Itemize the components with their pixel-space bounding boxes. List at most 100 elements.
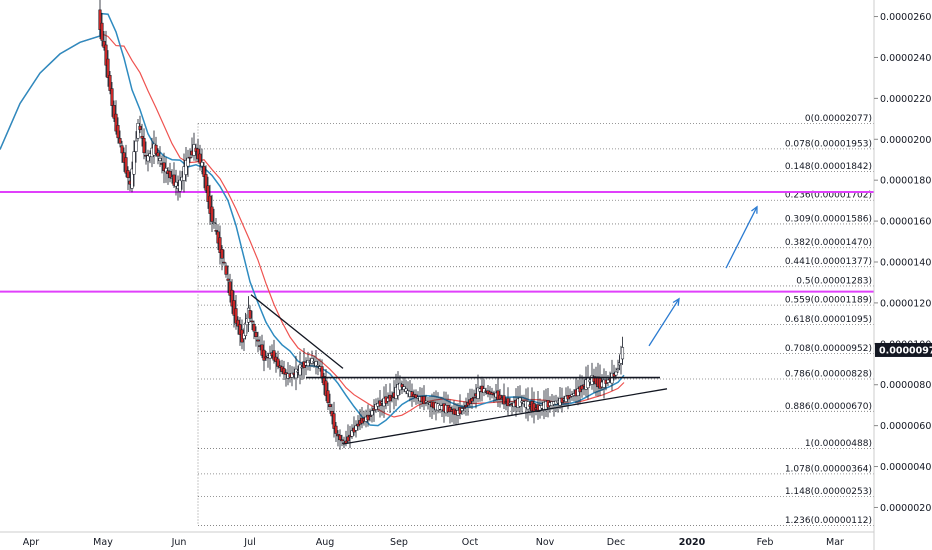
candle-body: [460, 408, 464, 411]
candle-body: [298, 364, 302, 376]
candle-body: [208, 195, 212, 214]
candle-body: [238, 324, 242, 335]
time-tick-label: Mar: [826, 537, 844, 548]
candle-body: [130, 168, 134, 189]
candle-body: [234, 308, 238, 324]
candle-body: [316, 364, 320, 367]
time-tick-label: Feb: [757, 537, 774, 548]
candle-body: [472, 396, 476, 399]
candle-body: [306, 360, 310, 366]
candle-body: [498, 394, 502, 400]
candle-body: [476, 387, 480, 399]
candle-body: [290, 372, 294, 378]
projection-arrow: [725, 206, 758, 269]
price-tick-label: 0.00000400: [880, 462, 932, 473]
candle-body: [140, 135, 144, 139]
candle-body: [108, 75, 112, 91]
candle-body: [254, 332, 258, 337]
candle-body: [424, 400, 428, 403]
candle-body: [276, 358, 280, 367]
candle-body: [326, 390, 330, 404]
candle-body: [366, 414, 370, 421]
candle-body: [340, 439, 344, 442]
price-axis: 0.00002600 0.00002400 0.00002200 0.00002000…: [873, 0, 932, 550]
candle-body: [156, 152, 160, 157]
candle-body: [154, 144, 158, 155]
candle-body: [100, 22, 104, 41]
fast-moving-average: [0, 12, 625, 427]
time-tick-label: Apr: [23, 537, 40, 548]
candle-body: [198, 153, 202, 164]
fib-level-label: 0.786(0.00000828): [785, 370, 872, 380]
price-tick-label: 0.00002400: [880, 53, 932, 64]
candle-body: [222, 261, 226, 264]
fib-level-label: 0.886(0.00000670): [785, 402, 872, 412]
price-tick-label: 0.00001600: [880, 217, 932, 228]
fib-level-label: 0(0.00002077): [805, 114, 872, 124]
fib-level-label: 0.441(0.00001377): [785, 257, 872, 267]
candle-body: [324, 380, 328, 397]
candle-body: [576, 388, 580, 396]
time-tick-label: Dec: [607, 537, 625, 548]
candle-body: [236, 319, 240, 327]
candle-body: [212, 222, 216, 224]
candle-body: [226, 278, 230, 281]
candle-body: [172, 174, 176, 186]
price-tick-label: 0.00000600: [880, 421, 932, 432]
fib-level-label: 0.148(0.00001842): [785, 162, 872, 172]
candle-body: [328, 404, 332, 407]
candle-body: [346, 436, 350, 442]
fib-level-label: 0.5(0.00001283): [796, 276, 872, 286]
candle-body: [168, 170, 172, 179]
candle-body: [422, 396, 426, 405]
candlesticks: [98, 0, 625, 450]
time-tick-label: Sep: [390, 537, 408, 548]
time-tick-label: 2020: [679, 537, 706, 548]
candle-body: [162, 162, 166, 171]
candle-body: [400, 384, 404, 388]
candle-body: [164, 168, 168, 173]
candle-body: [200, 162, 204, 167]
candle-body: [294, 368, 298, 379]
candle-body: [508, 403, 512, 405]
candle-body: [202, 166, 206, 177]
current-price-label: 0.00000970: [879, 345, 932, 356]
candle-body: [334, 425, 338, 434]
candle-body: [464, 404, 468, 407]
candle-body: [262, 349, 266, 361]
candle-body: [468, 399, 472, 404]
price-tick-label: 0.00001800: [880, 176, 932, 187]
price-tick-label: 0.00002600: [880, 12, 932, 23]
candle-body: [214, 230, 218, 232]
candle-body: [402, 386, 406, 390]
candle-body: [338, 434, 342, 441]
fib-level-label: 1.236(0.00000112): [785, 516, 872, 526]
ascending-trendline: [342, 388, 668, 445]
candle-body: [136, 123, 140, 139]
candle-body: [126, 170, 130, 179]
fib-level-label: 0.236(0.00001702): [785, 191, 872, 201]
candle-body: [174, 181, 178, 187]
fib-level-label: 0.559(0.00001189): [785, 296, 872, 306]
candle-body: [586, 377, 590, 389]
fib-level-label: 0.618(0.00001095): [785, 315, 872, 325]
candle-body: [616, 368, 620, 371]
candle-body: [114, 113, 118, 132]
candle-body: [232, 300, 236, 316]
price-tick-label: 0.00002200: [880, 94, 932, 105]
time-tick-label: Nov: [536, 537, 555, 548]
candle-body: [404, 388, 408, 392]
candle-body: [374, 404, 378, 410]
candle-body: [230, 289, 234, 307]
candle-body: [228, 281, 232, 296]
candle-body: [614, 371, 618, 376]
candle-body: [414, 394, 418, 399]
price-tick-label: 0.00002000: [880, 135, 932, 146]
candle-body: [184, 160, 188, 175]
time-axis: Apr May Jun Jul Aug Sep Oct Nov Dec 2020 Feb Mar: [0, 531, 874, 548]
trendlines: [250, 205, 758, 445]
candle-body: [104, 44, 108, 66]
candle-body: [116, 125, 120, 139]
candle-body: [118, 138, 122, 144]
